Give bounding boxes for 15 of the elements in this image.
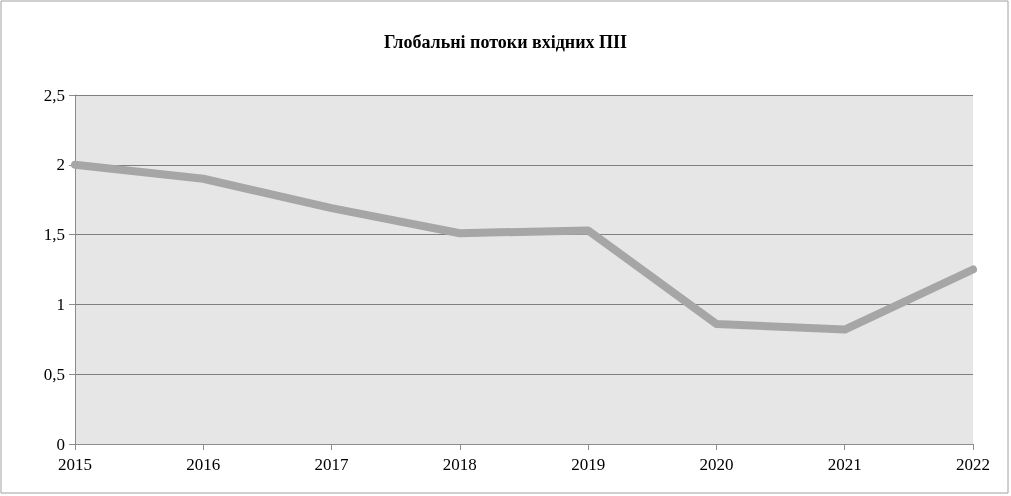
y-tick-label: 2 — [56, 155, 65, 175]
y-tick-label: 1 — [56, 294, 65, 314]
y-tick-label: 2,5 — [43, 85, 65, 105]
y-tick-label: 1,5 — [43, 225, 65, 245]
x-tick-label: 2019 — [571, 455, 606, 474]
x-tick-label: 2020 — [699, 455, 734, 474]
y-tick-label: 0,5 — [43, 364, 65, 384]
x-tick-label: 2018 — [442, 455, 477, 474]
chart-title: Глобальні потоки вхідних ПІІ — [383, 32, 628, 52]
x-tick-label: 2022 — [956, 455, 990, 474]
x-tick-label: 2021 — [827, 455, 862, 474]
y-tick-label: 0 — [56, 434, 65, 454]
x-tick-label: 2017 — [314, 455, 350, 474]
x-tick-label: 2016 — [186, 455, 221, 474]
x-tick-label: 2015 — [58, 455, 92, 474]
